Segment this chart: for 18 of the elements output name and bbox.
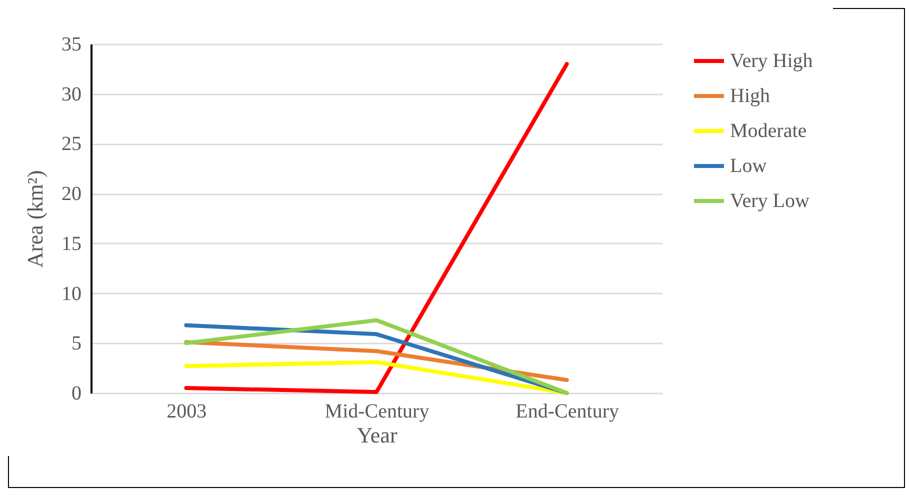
y-tick-label: 0 [72, 382, 82, 404]
y-tick-label: 35 [62, 34, 82, 56]
x-tick-label: 2003 [166, 400, 207, 422]
y-tick-label: 10 [62, 282, 82, 305]
y-axis-title: Area (km²) [22, 170, 48, 268]
legend-label: Very Low [730, 190, 810, 212]
x-axis-title: Year [356, 422, 398, 448]
x-tick-label: Mid-Century [324, 400, 430, 422]
y-tick-label: 20 [62, 183, 82, 206]
legend-label: Moderate [730, 120, 807, 142]
legend-label: Low [730, 155, 768, 177]
legend-label: Very High [730, 50, 813, 72]
y-tick-label: 25 [62, 133, 82, 156]
y-tick-label: 5 [72, 332, 82, 355]
x-tick-label: End-Century [516, 400, 619, 422]
legend-label: High [730, 85, 770, 107]
y-tick-label: 15 [62, 232, 82, 255]
y-tick-label: 30 [62, 83, 82, 106]
